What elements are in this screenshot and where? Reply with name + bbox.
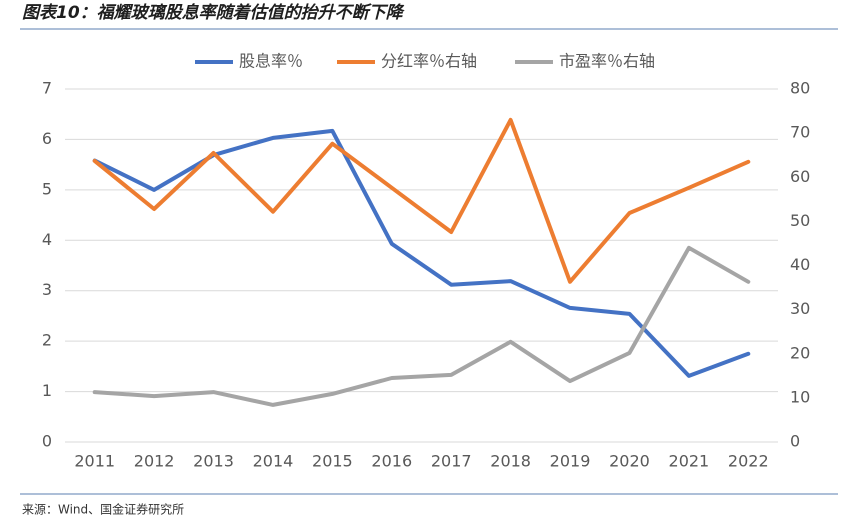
y2-tick-label: 20 <box>790 343 810 362</box>
y2-tick-label: 0 <box>790 432 800 451</box>
legend-label: 股息率％ <box>239 52 303 71</box>
y2-tick-label: 70 <box>790 123 810 142</box>
series-line <box>92 117 751 284</box>
y-tick-label: 0 <box>42 432 52 451</box>
legend-label: 分红率％右轴 <box>381 52 477 71</box>
y-tick-label: 6 <box>42 129 52 148</box>
series-line <box>92 245 751 407</box>
y-tick-label: 7 <box>42 79 52 98</box>
x-tick-label: 2022 <box>728 452 769 471</box>
x-tick-label: 2020 <box>609 452 650 471</box>
series-line <box>92 128 751 378</box>
y-tick-label: 2 <box>42 331 52 350</box>
x-tick-label: 2013 <box>193 452 234 471</box>
y2-tick-label: 50 <box>790 211 810 230</box>
y2-tick-label: 60 <box>790 167 810 186</box>
y2-tick-label: 10 <box>790 387 810 406</box>
x-tick-label: 2021 <box>669 452 710 471</box>
y2-tick-label: 40 <box>790 255 810 274</box>
y-tick-label: 3 <box>42 280 52 299</box>
y2-tick-label: 30 <box>790 299 810 318</box>
legend-label: 市盈率％右轴 <box>559 52 655 71</box>
y-tick-label: 1 <box>42 381 52 400</box>
x-tick-label: 2015 <box>312 452 353 471</box>
y-tick-label: 4 <box>42 230 52 249</box>
x-tick-label: 2018 <box>490 452 531 471</box>
source: 来源：Wind、国金证券研究所 <box>22 502 184 517</box>
x-tick-label: 2012 <box>134 452 175 471</box>
x-tick-label: 2019 <box>550 452 591 471</box>
y2-tick-label: 80 <box>790 79 810 98</box>
x-tick-label: 2017 <box>431 452 472 471</box>
x-tick-label: 2011 <box>74 452 115 471</box>
x-tick-label: 2016 <box>371 452 412 471</box>
y-tick-label: 5 <box>42 179 52 198</box>
chart-title: 图表10：福耀玻璃股息率随着估值的抬升不断下降 <box>22 3 406 23</box>
x-tick-label: 2014 <box>253 452 294 471</box>
